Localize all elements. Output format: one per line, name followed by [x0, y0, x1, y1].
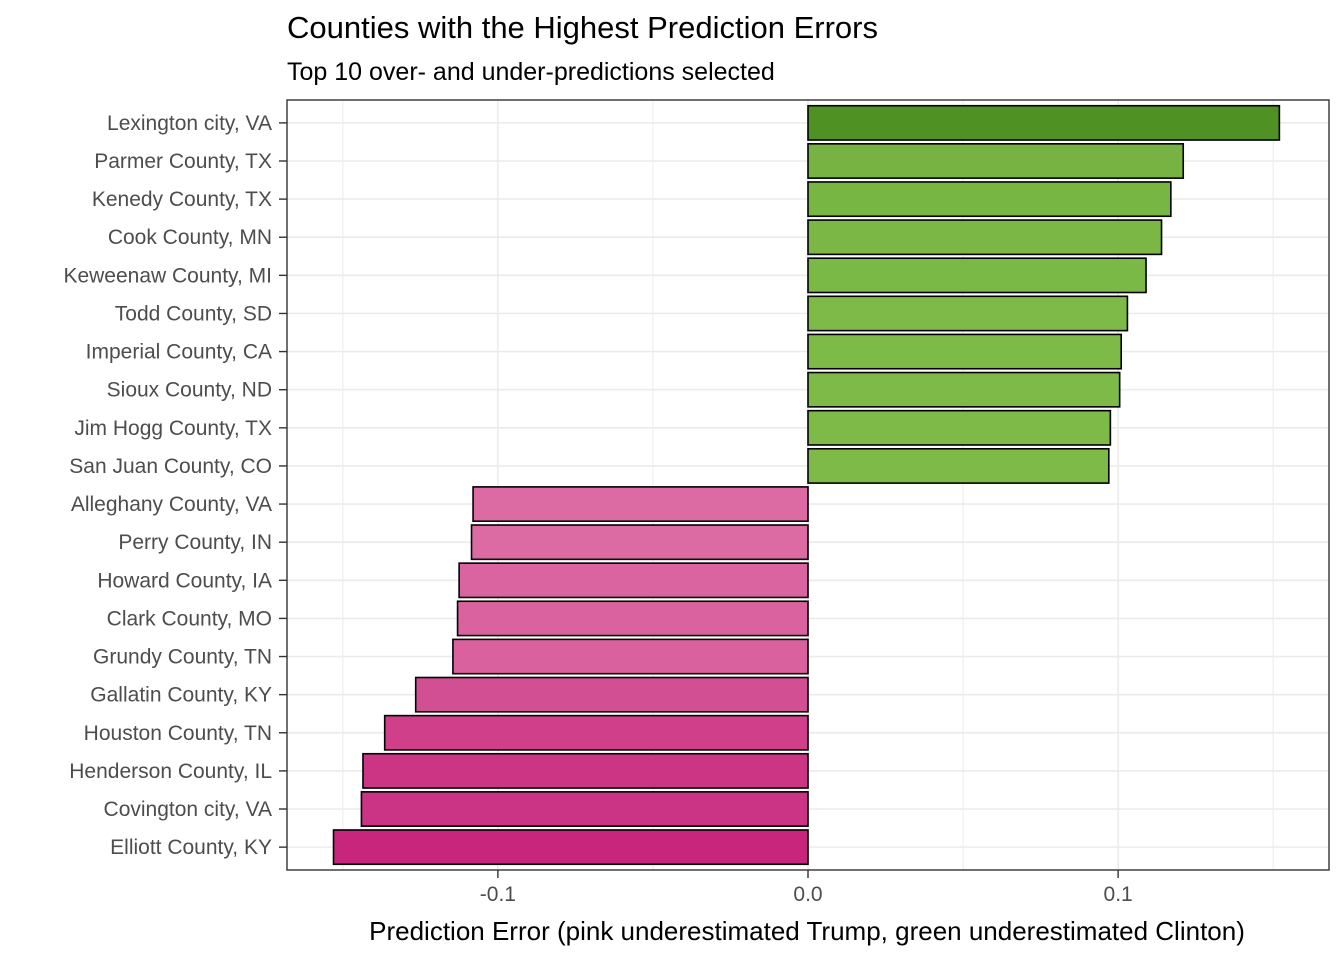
bar [807, 104, 1281, 141]
bar [807, 181, 1172, 218]
y-tick-label: Elliott County, KY [110, 836, 272, 859]
y-tick-label: Gallatin County, KY [90, 684, 272, 707]
y-tick-label: Clark County, MO [107, 607, 272, 630]
bar [807, 371, 1121, 408]
y-tick-label: Lexington city, VA [107, 112, 272, 135]
y-tick-label: Parmer County, TX [94, 150, 272, 173]
bar [470, 524, 809, 561]
bar [807, 295, 1129, 332]
bars [332, 104, 1281, 866]
x-axis: -0.1 0.0 0.1 [480, 870, 1133, 906]
bar [458, 562, 809, 599]
bar [807, 333, 1123, 370]
bar [807, 447, 1110, 484]
y-tick-label: San Juan County, CO [69, 455, 272, 478]
bar [360, 791, 809, 827]
y-tick-label: Sioux County, ND [107, 379, 272, 402]
y-tick-label: Imperial County, CA [86, 341, 272, 364]
bar [807, 409, 1112, 446]
y-tick-label: Alleghany County, VA [71, 493, 272, 516]
y-tick-label: Grundy County, TN [93, 646, 272, 669]
bar [807, 143, 1185, 179]
bar [362, 752, 809, 789]
bar [414, 676, 809, 713]
y-tick-label: Howard County, IA [97, 569, 272, 592]
chart-subtitle: Top 10 over- and under-predictions selec… [287, 58, 775, 86]
bar [383, 714, 809, 751]
bar [332, 829, 809, 866]
bar [456, 600, 809, 637]
y-tick-label: Henderson County, IL [69, 760, 272, 783]
x-tick-label: 0.1 [1104, 883, 1133, 906]
y-tick-label: Keweenaw County, MI [63, 264, 272, 287]
bar [807, 257, 1147, 294]
y-tick-label: Covington city, VA [104, 798, 272, 821]
y-tick-label: Cook County, MN [108, 226, 272, 249]
y-tick-label: Jim Hogg County, TX [74, 417, 272, 440]
bar [472, 486, 809, 523]
y-tick-label: Perry County, IN [118, 531, 272, 554]
y-tick-label: Houston County, TN [84, 722, 272, 745]
bar [452, 638, 809, 675]
y-axis: Lexington city, VA Parmer County, TX Kened… [63, 112, 287, 859]
x-tick-label: -0.1 [480, 883, 516, 906]
chart-title: Counties with the Highest Prediction Err… [287, 10, 878, 45]
y-tick-label: Kenedy County, TX [92, 188, 272, 211]
bar [807, 219, 1163, 256]
y-tick-label: Todd County, SD [115, 302, 272, 325]
x-axis-title: Prediction Error (pink underestimated Tr… [369, 916, 1245, 946]
x-tick-label: 0.0 [793, 883, 822, 906]
